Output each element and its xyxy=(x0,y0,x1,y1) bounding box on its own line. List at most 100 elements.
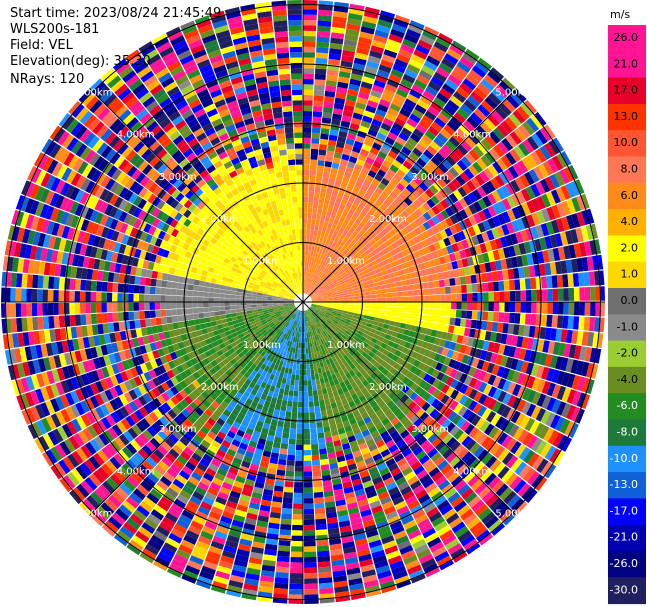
radar-gate xyxy=(305,250,309,256)
radar-gate xyxy=(303,196,309,203)
radar-gate xyxy=(251,302,257,305)
radar-gate xyxy=(423,334,431,343)
radar-gate xyxy=(454,200,464,212)
radar-gate xyxy=(310,148,319,155)
radar-gate xyxy=(478,381,488,393)
radar-gate xyxy=(304,316,307,322)
radar-gate xyxy=(440,463,453,475)
radar-gate xyxy=(484,134,497,148)
radar-gate xyxy=(214,435,224,445)
radar-gate xyxy=(488,292,494,302)
radar-gate xyxy=(291,374,296,381)
radar-gate xyxy=(434,166,445,178)
radar-gate xyxy=(435,265,443,273)
radar-gate xyxy=(327,222,333,229)
radar-gate xyxy=(321,294,328,297)
radar-gate xyxy=(222,422,232,431)
radar-gate xyxy=(495,84,510,98)
radar-gate xyxy=(325,278,331,283)
radar-gate xyxy=(208,307,215,312)
radar-gate xyxy=(454,343,462,353)
radar-gate xyxy=(343,276,349,281)
radar-gate xyxy=(370,305,377,310)
radar-gate xyxy=(343,448,353,456)
radar-gate xyxy=(368,256,376,263)
radar-gate xyxy=(303,46,316,53)
radar-gate xyxy=(350,381,358,389)
radar-gate xyxy=(400,78,414,89)
radar-gate xyxy=(154,294,161,302)
radar-gate xyxy=(475,417,486,430)
radar-gate xyxy=(363,161,373,170)
radar-gate xyxy=(395,155,406,165)
radar-gate xyxy=(385,510,399,520)
radar-gate xyxy=(351,250,358,257)
radar-gate xyxy=(451,178,462,190)
radar-gate xyxy=(375,108,387,118)
radar-gate xyxy=(347,412,355,421)
radar-gate xyxy=(299,369,303,376)
radar-gate xyxy=(377,223,385,232)
radar-gate xyxy=(320,291,327,295)
radar-gate xyxy=(319,192,326,199)
radar-gate xyxy=(307,266,311,273)
radar-gate xyxy=(318,320,324,326)
radar-gate xyxy=(336,365,343,372)
radar-gate xyxy=(466,310,473,319)
radar-gate xyxy=(409,272,417,279)
radar-gate xyxy=(251,546,264,555)
radar-gate xyxy=(379,243,387,251)
radar-gate xyxy=(292,314,296,319)
radar-gate xyxy=(472,224,481,235)
radar-gate xyxy=(380,10,396,19)
radar-gate xyxy=(409,180,419,190)
radar-gate xyxy=(277,365,282,372)
radar-gate xyxy=(496,225,505,238)
radar-gate xyxy=(313,229,318,236)
radar-gate xyxy=(217,565,232,575)
radar-gate xyxy=(453,552,468,563)
radar-gate xyxy=(303,89,314,96)
radar-gate xyxy=(330,267,336,273)
radar-gate xyxy=(385,458,396,468)
radar-gate xyxy=(291,319,295,325)
radar-gate xyxy=(363,268,370,275)
radar-gate xyxy=(333,300,339,302)
radar-gate xyxy=(69,303,75,315)
radar-gate xyxy=(316,294,322,297)
radar-gate xyxy=(406,93,420,104)
radar-gate xyxy=(366,323,373,328)
radar-gate xyxy=(258,510,270,518)
radar-gate xyxy=(270,419,278,426)
radar-gate xyxy=(388,73,402,84)
radar-gate xyxy=(385,481,397,491)
radar-gate xyxy=(339,280,346,286)
radar-gate xyxy=(325,311,332,315)
radar-gate xyxy=(448,136,461,148)
radar-gate xyxy=(74,302,81,314)
radar-gate xyxy=(320,410,328,417)
radar-gate xyxy=(389,277,396,284)
radar-gate xyxy=(345,280,352,286)
radar-gate xyxy=(580,226,590,242)
radar-gate xyxy=(285,351,290,358)
radar-gate xyxy=(317,550,330,557)
radar-gate xyxy=(488,131,501,144)
radar-gate xyxy=(451,302,457,310)
radar-gate xyxy=(231,569,246,578)
radar-gate xyxy=(344,302,350,305)
radar-gate xyxy=(310,285,314,290)
radar-gate xyxy=(427,218,436,228)
radar-gate xyxy=(293,396,298,402)
radar-gate xyxy=(350,173,359,182)
radar-gate xyxy=(332,16,347,24)
radar-gate xyxy=(240,407,248,415)
radar-gate xyxy=(345,330,351,336)
radar-gate xyxy=(491,190,502,203)
radar-gate xyxy=(395,476,407,487)
radar-gate xyxy=(250,435,259,443)
radar-gate xyxy=(372,404,381,413)
radar-gate xyxy=(568,287,575,301)
radar-gate xyxy=(295,455,303,461)
radar-gate xyxy=(342,44,357,53)
